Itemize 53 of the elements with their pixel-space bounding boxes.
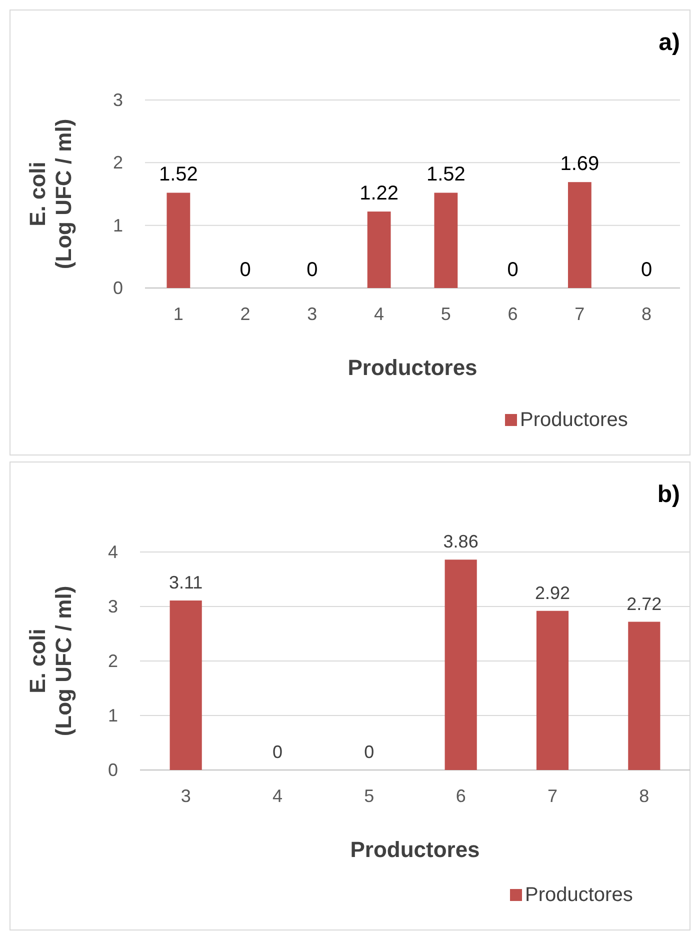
- data-label: 0: [641, 259, 652, 281]
- y-tick-label: 2: [112, 152, 123, 173]
- x-tick-label: 6: [456, 786, 466, 806]
- y-axis-title: E. coli (Log UFC / ml): [25, 118, 76, 270]
- y-tick-label: 3: [108, 596, 118, 616]
- y-axis-title: E. coli (Log UFC / ml): [25, 586, 76, 736]
- data-label: 1.22: [360, 182, 399, 205]
- data-label: 0: [272, 742, 283, 762]
- data-label: 1.52: [426, 164, 466, 186]
- x-tick-label: 8: [639, 786, 650, 806]
- x-axis-title: Productores: [350, 837, 480, 862]
- bar: [568, 182, 592, 288]
- x-tick-label: 2: [240, 304, 250, 324]
- bar: [166, 192, 190, 288]
- bar: [628, 622, 660, 770]
- x-tick-label: 8: [642, 304, 652, 324]
- x-tick-label: 5: [440, 304, 451, 324]
- data-label: 2.92: [534, 582, 570, 603]
- y-tick-label: 4: [108, 542, 118, 562]
- bar: [444, 560, 477, 770]
- x-tick-label: 4: [272, 786, 283, 806]
- data-label: 0: [507, 259, 518, 281]
- data-label: 0: [240, 259, 251, 281]
- data-label: 0: [306, 259, 318, 281]
- bar: [536, 610, 569, 770]
- y-tick-label: 1: [112, 215, 123, 236]
- x-axis-title: Productores: [348, 355, 478, 380]
- x-tick-label: 5: [364, 786, 374, 806]
- y-tick-label: 0: [112, 278, 123, 298]
- legend-label: Productores: [525, 884, 633, 906]
- y-tick-label: 1: [108, 706, 118, 726]
- bar: [170, 600, 202, 770]
- data-label: 0: [364, 742, 374, 762]
- chart-title: b): [657, 481, 680, 508]
- bar: [434, 192, 458, 288]
- data-label: 3.86: [443, 532, 478, 552]
- y-tick-label: 0: [108, 760, 118, 780]
- legend-label: Productores: [520, 409, 628, 431]
- x-tick-label: 3: [307, 304, 318, 324]
- data-label: 1.52: [158, 164, 198, 186]
- data-label: 3.11: [168, 572, 203, 593]
- data-label: 2.72: [626, 594, 662, 614]
- x-tick-label: 1: [173, 304, 184, 324]
- chart-title: a): [658, 29, 680, 56]
- x-tick-label: 7: [547, 786, 558, 806]
- bar: [367, 212, 391, 288]
- x-tick-label: 7: [574, 304, 585, 324]
- y-tick-label: 3: [112, 90, 123, 110]
- data-label: 1.69: [560, 153, 600, 176]
- x-tick-label: 6: [508, 304, 518, 324]
- x-tick-label: 4: [374, 304, 384, 324]
- x-tick-label: 3: [180, 786, 191, 806]
- y-tick-label: 2: [108, 651, 118, 671]
